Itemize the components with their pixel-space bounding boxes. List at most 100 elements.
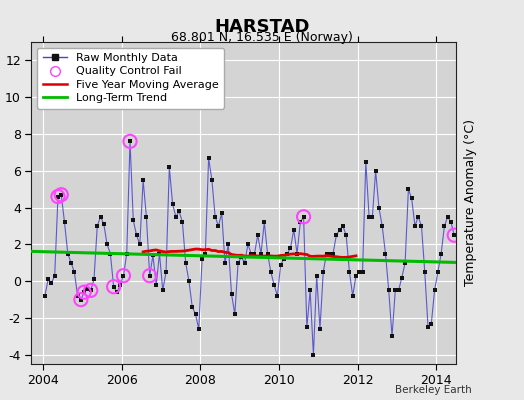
Point <box>165 164 173 170</box>
Point <box>395 287 403 294</box>
Point <box>44 276 52 282</box>
Point <box>299 214 308 220</box>
Point <box>47 280 56 286</box>
Point <box>100 221 108 227</box>
Point <box>260 219 268 226</box>
Point <box>345 269 354 275</box>
Point <box>434 269 442 275</box>
Point <box>440 223 449 229</box>
Point <box>411 223 419 229</box>
Point <box>103 241 111 248</box>
Point <box>322 250 331 257</box>
Point <box>332 232 341 238</box>
Point <box>54 193 62 200</box>
Point <box>80 289 89 296</box>
Point <box>149 252 157 259</box>
Point <box>221 260 229 266</box>
Point <box>129 217 137 224</box>
Point <box>286 245 294 251</box>
Point <box>391 287 399 294</box>
Point <box>188 304 196 310</box>
Point <box>424 324 432 330</box>
Point <box>234 260 242 266</box>
Point <box>388 333 396 340</box>
Point <box>178 219 187 226</box>
Point <box>175 208 183 214</box>
Point <box>352 272 360 279</box>
Point <box>119 272 128 279</box>
Point <box>421 269 429 275</box>
Point <box>404 186 412 192</box>
Point <box>414 214 422 220</box>
Point <box>309 352 318 358</box>
Point <box>181 260 190 266</box>
Point <box>80 289 89 296</box>
Point <box>214 223 223 229</box>
Point <box>224 241 233 248</box>
Point <box>348 293 357 299</box>
Point <box>381 250 390 257</box>
Text: HARSTAD: HARSTAD <box>214 18 310 36</box>
Point <box>146 272 154 279</box>
Point <box>312 272 321 279</box>
Point <box>257 250 265 257</box>
Point <box>283 250 291 257</box>
Point <box>119 272 128 279</box>
Point <box>244 241 252 248</box>
Point <box>126 138 134 144</box>
Point <box>96 214 105 220</box>
Point <box>303 324 311 330</box>
Point <box>70 269 79 275</box>
Point <box>152 282 160 288</box>
Point <box>54 193 62 200</box>
Point <box>77 296 85 303</box>
Point <box>106 250 115 257</box>
Point <box>116 282 124 288</box>
Point <box>319 269 328 275</box>
Point <box>110 284 118 290</box>
Point <box>450 232 458 238</box>
Point <box>136 241 144 248</box>
Point <box>270 282 278 288</box>
Point <box>329 250 337 257</box>
Point <box>237 254 246 260</box>
Point <box>83 285 92 292</box>
Point <box>427 320 435 327</box>
Point <box>296 219 304 226</box>
Point <box>267 269 275 275</box>
Point <box>417 223 425 229</box>
Point <box>155 250 163 257</box>
Y-axis label: Temperature Anomaly (°C): Temperature Anomaly (°C) <box>464 120 477 286</box>
Point <box>110 284 118 290</box>
Point <box>408 195 416 202</box>
Point <box>57 192 66 198</box>
Point <box>398 274 406 281</box>
Point <box>355 269 364 275</box>
Point <box>185 278 193 284</box>
Point <box>362 158 370 165</box>
Point <box>293 250 301 257</box>
Point <box>385 287 393 294</box>
Point <box>430 287 439 294</box>
Point <box>342 232 351 238</box>
Point <box>241 260 249 266</box>
Point <box>168 201 177 207</box>
Point <box>123 250 131 257</box>
Point <box>277 262 285 268</box>
Point <box>133 232 141 238</box>
Point <box>211 214 220 220</box>
Point <box>365 214 373 220</box>
Point <box>443 214 452 220</box>
Point <box>86 287 95 294</box>
Point <box>339 223 347 229</box>
Point <box>73 293 82 299</box>
Text: Berkeley Earth: Berkeley Earth <box>395 385 472 395</box>
Point <box>201 250 210 257</box>
Point <box>273 293 281 299</box>
Point <box>368 214 377 220</box>
Point <box>204 155 213 161</box>
Point <box>299 214 308 220</box>
Point <box>450 232 458 238</box>
Point <box>335 226 344 233</box>
Point <box>231 311 239 318</box>
